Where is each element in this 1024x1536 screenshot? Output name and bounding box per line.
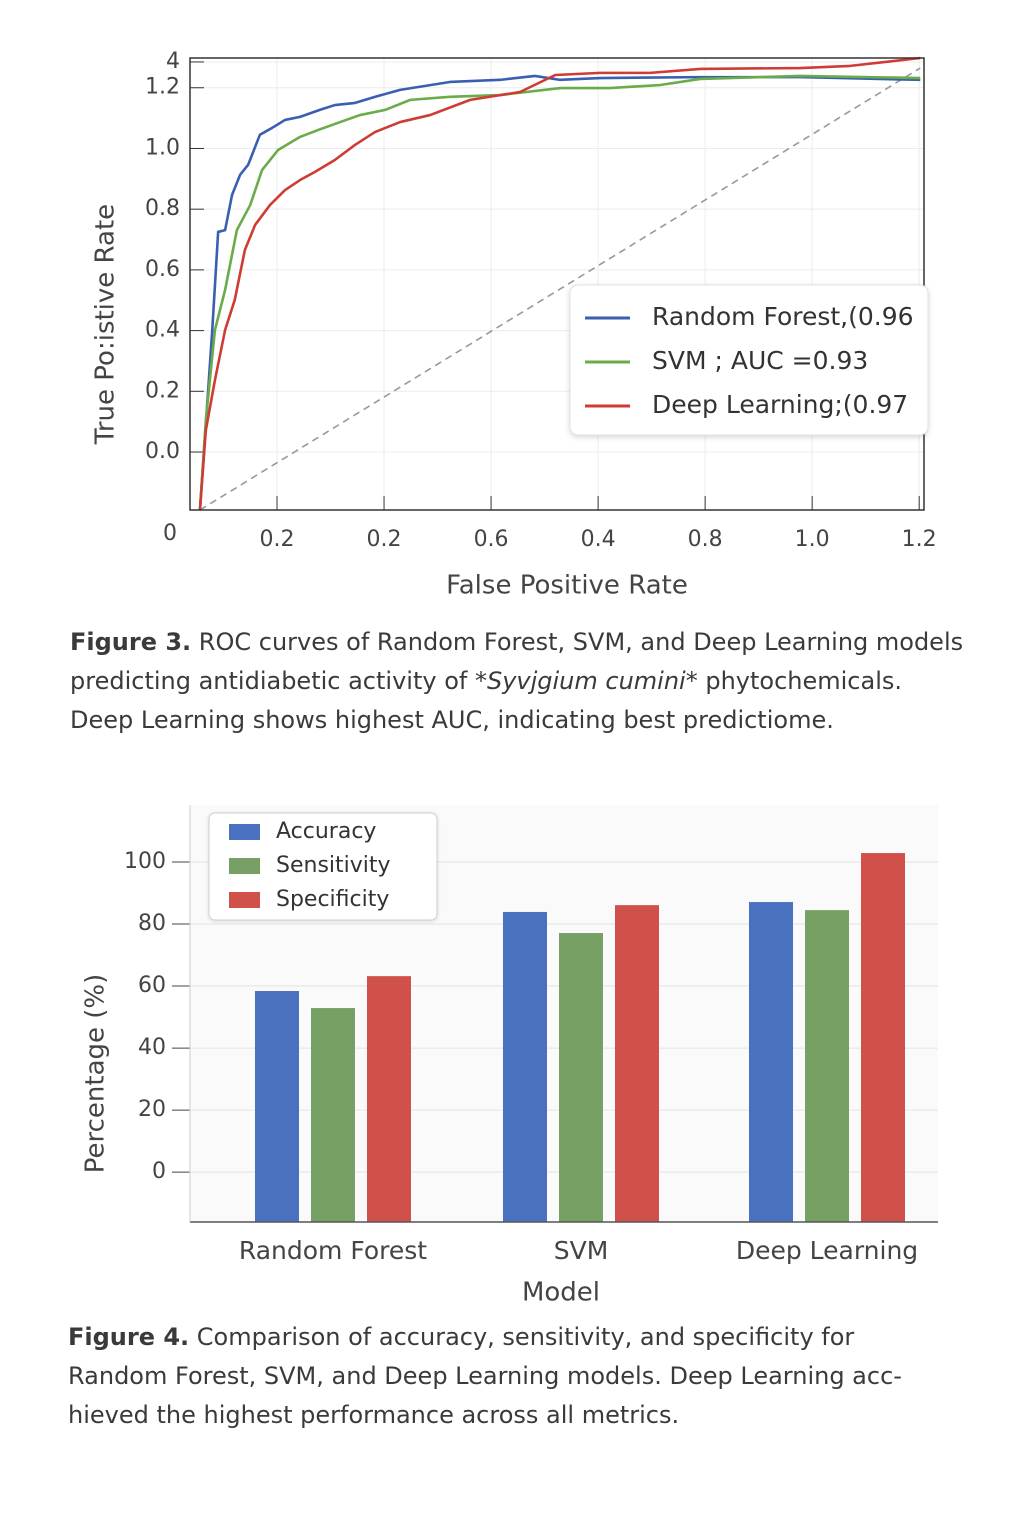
- caption-line: Figure 3. ROC curves of Random Forest, S…: [70, 628, 963, 656]
- x-tick-label: 0: [163, 521, 177, 546]
- bar: [805, 910, 849, 1222]
- caption-line: Deep Learning shows highest AUC, indicat…: [70, 706, 834, 734]
- caption-text: Figure 3.: [70, 628, 191, 656]
- y-tick-label: 0: [152, 1159, 166, 1184]
- caption-line: Random Forest, SVM, and Deep Learning mo…: [68, 1362, 902, 1390]
- y-tick-label: 0.8: [145, 196, 180, 221]
- legend-label: Deep Learning;(0.97: [652, 390, 908, 419]
- y-tick-label: 1.0: [145, 135, 180, 160]
- legend-swatch: [229, 858, 260, 874]
- caption-text: predicting antidiabetic activity of: [70, 667, 475, 695]
- legend-swatch: [229, 892, 260, 908]
- roc-curve: [198, 74, 921, 511]
- legend-swatch: [229, 824, 260, 840]
- x-tick-label: Deep Learning: [736, 1236, 918, 1265]
- plot-frame: [189, 57, 925, 511]
- x-tick-label: 0.8: [688, 527, 723, 552]
- legend-box: [208, 812, 438, 921]
- caption-text: Figure 4.: [68, 1323, 189, 1351]
- caption-line: predicting antidiabetic activity of *Syv…: [70, 667, 902, 695]
- bar: [255, 991, 299, 1222]
- y-tick-label: 40: [138, 1035, 166, 1060]
- legend-label: Accuracy: [276, 819, 376, 844]
- x-tick-label: 0.2: [367, 527, 402, 552]
- y-tick-label: 20: [138, 1097, 166, 1122]
- x-tick-label: 0.2: [260, 527, 295, 552]
- roc-curve: [198, 74, 921, 511]
- x-tick-label: Random Forest: [239, 1236, 427, 1265]
- bar: [367, 976, 411, 1222]
- x-tick-label: 1.0: [795, 527, 830, 552]
- y-tick-label: 100: [124, 849, 166, 874]
- y-tick-label: 0.6: [145, 257, 180, 282]
- y-tick-label: 60: [138, 973, 166, 998]
- x-tick-label: 0.4: [581, 527, 616, 552]
- x-axis-title: False Positive Rate: [446, 571, 688, 601]
- legend-label: Random Forest,(0.96: [652, 302, 914, 331]
- caption-line: Figure 4. Comparison of accuracy, sensit…: [68, 1323, 854, 1351]
- caption-text: Deep Learning shows highest AUC, indicat…: [70, 706, 834, 734]
- x-tick-label: 1.2: [902, 527, 937, 552]
- caption-line: hieved the highest performance across al…: [68, 1401, 679, 1429]
- bar: [311, 1008, 355, 1222]
- legend-label: SVM ; AUC =0.93: [652, 346, 868, 375]
- x-tick-label: 0.6: [474, 527, 509, 552]
- legend-label: Sensitivity: [276, 853, 391, 878]
- caption-text: Comparison of accuracy, sensitivity, and…: [189, 1323, 854, 1351]
- legend-label: Specificity: [276, 887, 389, 912]
- y-tick-label: 0.4: [145, 318, 180, 343]
- y-tick-label: 1.2: [145, 75, 180, 100]
- y-axis-title: Percentage (%): [81, 974, 111, 1174]
- x-tick-label: SVM: [554, 1236, 609, 1265]
- bar: [615, 905, 659, 1222]
- caption-text: phytochemicals.: [698, 667, 902, 695]
- y-tick-label: 4: [166, 49, 180, 74]
- legend-box: [569, 284, 929, 436]
- y-tick-label: 0.0: [145, 439, 180, 464]
- reference-line: [199, 67, 921, 511]
- bar: [749, 902, 793, 1222]
- bar: [503, 911, 547, 1222]
- y-axis-title: True Po:istive Rate: [91, 204, 121, 445]
- caption-text: Random Forest, SVM, and Deep Learning mo…: [68, 1362, 902, 1390]
- caption-text: ROC curves of Random Forest, SVM, and De…: [191, 628, 963, 656]
- x-axis-title: Model: [522, 1278, 600, 1308]
- bar: [559, 933, 603, 1222]
- y-tick-label: 80: [138, 911, 166, 936]
- bar: [861, 853, 905, 1222]
- caption-text: *Syvjgium cumini*: [475, 667, 698, 695]
- caption-text: hieved the highest performance across al…: [68, 1401, 679, 1429]
- roc-curve: [198, 56, 921, 511]
- y-tick-label: 0.2: [145, 378, 180, 403]
